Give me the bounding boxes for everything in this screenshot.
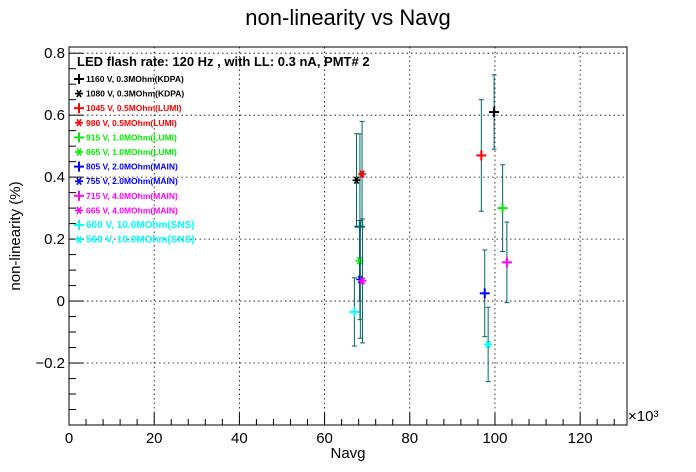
legend-label: 805 V, 2.0MOhm(MAIN) — [86, 162, 178, 172]
chart-title: non-linearity vs Navg — [245, 5, 450, 30]
legend-entry: 1045 V, 0.5MOhm(LUMI) — [74, 103, 182, 114]
legend-entry: 865 V, 1.0MOhm(LUMI) — [75, 147, 177, 157]
data-point — [349, 277, 360, 347]
x-tick-label: 120 — [568, 430, 593, 447]
x-tick-label: 100 — [482, 430, 507, 447]
x-tick-label: 20 — [146, 430, 163, 447]
y-tick-label: 0.2 — [44, 231, 65, 248]
data-point — [479, 249, 490, 338]
legend-entry: 805 V, 2.0MOhm(MAIN) — [74, 161, 178, 172]
legend-label: 865 V, 1.0MOhm(LUMI) — [86, 147, 177, 157]
legend-label: 560 V, 10.0MOhm(SNS) — [86, 235, 195, 246]
legend-label: 915 V, 1.0MOhm(LUMI) — [86, 132, 177, 142]
data-point — [358, 120, 367, 228]
data-points — [349, 74, 512, 383]
y-tick-label: 0 — [57, 293, 65, 310]
legend-entry: 665 V, 4.0MOhm(MAIN) — [75, 205, 178, 215]
annotation: LED flash rate: 120 Hz , with LL: 0.3 nA… — [77, 54, 370, 69]
legend-label: 1080 V, 0.3MOhm(KDPA) — [86, 89, 184, 99]
y-tick-label: 0.4 — [44, 169, 65, 186]
x-tick-label: 80 — [401, 430, 418, 447]
legend-entry: 560 V, 10.0MOhm(SNS) — [75, 235, 195, 246]
data-point — [484, 306, 493, 383]
y-axis-title: non-linearity (%) — [7, 181, 24, 290]
legend-entry: 755 V, 2.0MOhm(MAIN) — [75, 176, 178, 186]
x-axis: 0 20 40 60 80 100 120 — [65, 413, 615, 447]
y-tick-label: −0.2 — [35, 355, 65, 372]
legend-label: 755 V, 2.0MOhm(MAIN) — [86, 176, 178, 186]
x-tick-label: 60 — [316, 430, 333, 447]
data-point — [352, 133, 361, 228]
legend-label: 600 V, 10.0MOhm(SNS) — [86, 220, 195, 231]
y-tick-label: 0.8 — [44, 45, 65, 62]
legend-entry: 1160 V, 0.3MOhm(KDPA) — [74, 74, 184, 84]
x-multiplier-label: ×10³ — [628, 408, 658, 425]
x-tick-label: 40 — [231, 430, 248, 447]
legend-entry: 1080 V, 0.3MOhm(KDPA) — [75, 89, 184, 99]
legend: 1160 V, 0.3MOhm(KDPA) 1080 V, 0.3MOhm(KDP… — [74, 74, 195, 246]
legend-label: 1045 V, 0.5MOhm(LUMI) — [86, 103, 182, 113]
legend-entry: 715 V, 4.0MOhm(MAIN) — [74, 190, 178, 201]
data-point — [501, 221, 512, 304]
x-axis-title: Navg — [330, 445, 365, 462]
legend-entry: 600 V, 10.0MOhm(SNS) — [74, 220, 195, 231]
legend-label: 1160 V, 0.3MOhm(KDPA) — [86, 74, 184, 84]
legend-entry: 915 V, 1.0MOhm(LUMI) — [74, 132, 177, 143]
y-tick-label: 0.6 — [44, 107, 65, 124]
data-point — [497, 164, 508, 252]
data-point — [358, 218, 367, 344]
data-point — [476, 99, 487, 212]
legend-entry: 980 V, 0.5MOhm(LUMI) — [75, 118, 177, 128]
y-axis: −0.2 0 0.2 0.4 0.6 0.8 — [35, 45, 83, 426]
legend-label: 715 V, 4.0MOhm(MAIN) — [86, 191, 178, 201]
legend-label: 665 V, 4.0MOhm(MAIN) — [86, 205, 178, 215]
data-point — [489, 74, 500, 150]
legend-label: 980 V, 0.5MOhm(LUMI) — [86, 118, 177, 128]
plot-frame — [68, 46, 628, 426]
x-tick-label: 0 — [65, 430, 73, 447]
